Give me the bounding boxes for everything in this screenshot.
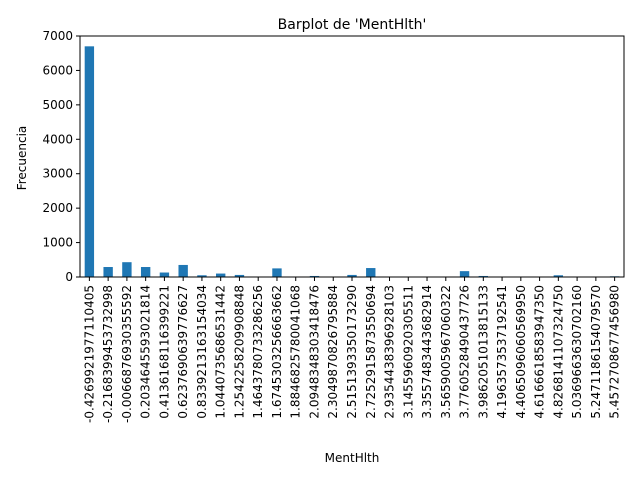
bar-3 (140, 267, 151, 277)
x-tick-label: 1.0440735686531442 (214, 285, 228, 419)
bar-10 (272, 268, 282, 277)
x-tick-label: 2.9354438396928103 (383, 285, 397, 419)
x-tick-label: 5.4572708677456980 (608, 285, 622, 419)
y-tick-label: 5000 (42, 98, 73, 112)
bar-0 (84, 46, 95, 278)
x-axis-title: MentHlth (325, 451, 380, 465)
y-tick-label: 2000 (42, 201, 73, 215)
x-tick-label: 4.1963573537192541 (495, 285, 509, 419)
x-tick-label: -0.0066876930355592 (120, 285, 134, 423)
x-tick-label: 3.5659005967060322 (439, 285, 453, 419)
x-tick-label: 1.6745303256663662 (270, 285, 284, 419)
x-tick-label: 0.8339213163154034 (195, 285, 209, 419)
x-tick-label: 5.0369663630702160 (570, 285, 584, 419)
y-axis-title: Frecuencia (15, 126, 29, 191)
x-tick-label: -0.2168399453732998 (101, 285, 115, 423)
x-tick-label: 1.8846825780041068 (289, 285, 303, 419)
bar-20 (459, 271, 470, 277)
x-tick-label: 0.4136168116399221 (157, 285, 171, 419)
bar-14 (347, 274, 357, 277)
x-tick-label: 0.6237690639776627 (176, 285, 190, 419)
bar-21 (478, 275, 488, 277)
chart-title: Barplot de 'MentHlth' (278, 17, 427, 33)
x-tick-label: 4.6166618583947350 (533, 285, 547, 419)
y-tick-label: 1000 (42, 236, 73, 250)
bar-2 (122, 262, 132, 277)
x-tick-label: 3.3557483443682914 (420, 285, 434, 419)
plot-frame (79, 35, 625, 278)
x-tick-label: 2.5151393350173290 (345, 285, 359, 419)
y-axis: 0 1000 2000 3000 4000 5000 6000 7000 (42, 29, 80, 284)
bar-7 (216, 273, 226, 277)
x-tick-label: 3.1455960920305511 (401, 285, 415, 419)
x-tick-label: 2.0948348303418476 (307, 285, 321, 419)
y-tick-label: 4000 (42, 132, 73, 146)
y-tick-label: 0 (65, 270, 73, 284)
bars-group (84, 46, 620, 278)
bar-12 (309, 275, 320, 277)
x-tick-label: -0.4269921977110405 (82, 285, 96, 423)
y-tick-label: 6000 (42, 63, 73, 77)
y-tick-label: 3000 (42, 167, 73, 181)
x-tick-label: 4.8268141107324750 (551, 285, 565, 419)
bar-1 (103, 267, 113, 277)
y-tick-label: 7000 (42, 29, 73, 43)
bar-25 (553, 275, 564, 277)
x-tick-label: 3.9862051013815133 (476, 285, 490, 419)
bar-4 (159, 272, 170, 277)
x-tick-label: 1.2542258209908848 (232, 285, 246, 419)
x-tick-label: 2.3049870826795884 (326, 285, 340, 419)
x-tick-label: 5.2471186154079570 (589, 285, 603, 419)
bar-8 (234, 274, 245, 277)
bar-15 (366, 268, 376, 277)
x-tick-label: 0.2034645593021814 (139, 285, 153, 419)
bar-6 (197, 275, 207, 277)
x-tick-label: 2.7252915873550694 (364, 285, 378, 419)
x-tick-label: 3.7760528490437726 (458, 285, 472, 419)
x-axis: -0.4269921977110405 -0.2168399453732998 -0… (82, 277, 622, 423)
bar-5 (178, 264, 188, 277)
x-tick-label: 1.4643780733286256 (251, 285, 265, 419)
x-tick-label: 4.4065096060569950 (514, 285, 528, 419)
